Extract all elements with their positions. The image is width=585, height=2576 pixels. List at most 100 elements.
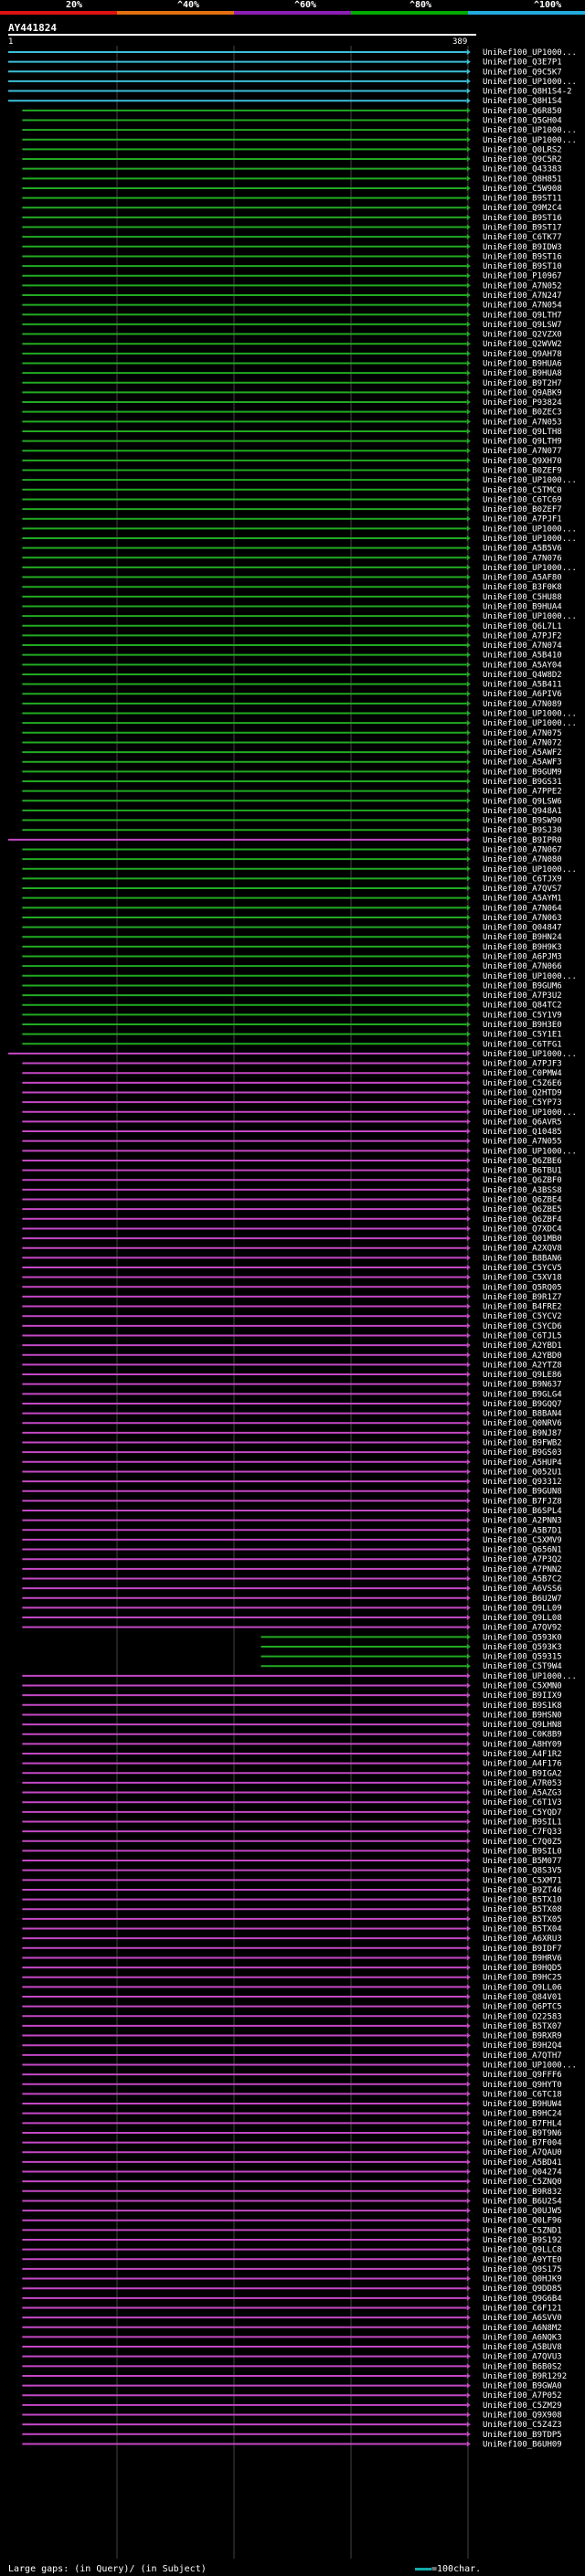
hit-label[interactable]: UniRef100_B9HSN0 bbox=[483, 1711, 562, 1720]
hit-label[interactable]: UniRef100_B9ST11 bbox=[483, 195, 562, 204]
hit-label[interactable]: UniRef100_B9IDF7 bbox=[483, 1945, 562, 1954]
hit-label[interactable]: UniRef100_B9HUA6 bbox=[483, 359, 562, 368]
hit-label[interactable]: UniRef100_UP1000... bbox=[483, 2061, 577, 2070]
hit-label[interactable]: UniRef100_A6VSS6 bbox=[483, 1585, 562, 1594]
hit-label[interactable]: UniRef100_UP1000... bbox=[483, 535, 577, 544]
hit-label[interactable]: UniRef100_B9H3E0 bbox=[483, 1021, 562, 1030]
hit-label[interactable]: UniRef100_A6NQK3 bbox=[483, 2333, 562, 2342]
hit-label[interactable]: UniRef100_Q0LRS2 bbox=[483, 145, 562, 154]
hit-label[interactable]: UniRef100_A7N055 bbox=[483, 1138, 562, 1147]
hit-label[interactable]: UniRef100_Q9AH78 bbox=[483, 350, 562, 359]
hit-label[interactable]: UniRef100_UP1000... bbox=[483, 48, 577, 58]
hit-label[interactable]: UniRef100_Q6ZBF0 bbox=[483, 1176, 562, 1185]
hit-label[interactable]: UniRef100_B8BAN4 bbox=[483, 1410, 562, 1419]
hit-label[interactable]: UniRef100_C5Z6E6 bbox=[483, 1079, 562, 1088]
hit-label[interactable]: UniRef100_A7R053 bbox=[483, 1779, 562, 1788]
hit-label[interactable]: UniRef100_A5B411 bbox=[483, 681, 562, 690]
hit-label[interactable]: UniRef100_A7P3Q2 bbox=[483, 1555, 562, 1564]
hit-label[interactable]: UniRef100_Q9LSW7 bbox=[483, 321, 562, 330]
hit-label[interactable]: UniRef100_A2YBD1 bbox=[483, 1341, 562, 1351]
hit-label[interactable]: UniRef100_UP1000... bbox=[483, 525, 577, 534]
hit-label[interactable]: UniRef100_C6TK77 bbox=[483, 233, 562, 242]
hit-label[interactable]: UniRef100_A5B7D1 bbox=[483, 1526, 562, 1535]
hit-label[interactable]: UniRef100_Q9LE86 bbox=[483, 1371, 562, 1380]
hit-label[interactable]: UniRef100_B9HC24 bbox=[483, 2110, 562, 2119]
hit-label[interactable]: UniRef100_A7QTH7 bbox=[483, 2051, 562, 2061]
hit-label[interactable]: UniRef100_C5ZM29 bbox=[483, 2401, 562, 2411]
hit-label[interactable]: UniRef100_Q59315 bbox=[483, 1653, 562, 1662]
hit-label[interactable]: UniRef100_B9ST16 bbox=[483, 214, 562, 223]
hit-label[interactable]: UniRef100_Q2VZX0 bbox=[483, 331, 562, 340]
hit-label[interactable]: UniRef100_Q9LL06 bbox=[483, 1983, 562, 1992]
hit-label[interactable]: UniRef100_Q9LTH9 bbox=[483, 438, 562, 447]
hit-label[interactable]: UniRef100_Q0LF96 bbox=[483, 2217, 562, 2226]
hit-label[interactable]: UniRef100_Q93312 bbox=[483, 1478, 562, 1487]
hit-label[interactable]: UniRef100_B9HUA4 bbox=[483, 602, 562, 611]
hit-label[interactable]: UniRef100_B9R1Z7 bbox=[483, 1293, 562, 1302]
hit-label[interactable]: UniRef100_C5Z4Z3 bbox=[483, 2421, 562, 2430]
hit-label[interactable]: UniRef100_C5XMV9 bbox=[483, 1536, 562, 1545]
hit-label[interactable]: UniRef100_Q593K0 bbox=[483, 1633, 562, 1642]
hit-label[interactable]: UniRef100_B9IGA2 bbox=[483, 1769, 562, 1778]
hit-label[interactable]: UniRef100_A7N064 bbox=[483, 904, 562, 913]
hit-label[interactable]: UniRef100_P93824 bbox=[483, 398, 562, 408]
hit-label[interactable]: UniRef100_B5M077 bbox=[483, 1857, 562, 1866]
hit-label[interactable]: UniRef100_Q7XDC4 bbox=[483, 1224, 562, 1234]
hit-label[interactable]: UniRef100_C6T1V3 bbox=[483, 1798, 562, 1807]
hit-label[interactable]: UniRef100_A7PNN2 bbox=[483, 1565, 562, 1574]
hit-label[interactable]: UniRef100_C5Y1V9 bbox=[483, 1011, 562, 1020]
hit-label[interactable]: UniRef100_Q593K3 bbox=[483, 1643, 562, 1652]
hit-label[interactable]: UniRef100_B5TX10 bbox=[483, 1896, 562, 1905]
hit-label[interactable]: UniRef100_B9HRV6 bbox=[483, 1954, 562, 1963]
hit-label[interactable]: UniRef100_B9HQD5 bbox=[483, 1964, 562, 1973]
hit-label[interactable]: UniRef100_Q9XH70 bbox=[483, 457, 562, 466]
hit-label[interactable]: UniRef100_A7N076 bbox=[483, 554, 562, 563]
hit-label[interactable]: UniRef100_B9RXR9 bbox=[483, 2032, 562, 2041]
hit-label[interactable]: UniRef100_A6PIV6 bbox=[483, 690, 562, 699]
hit-label[interactable]: UniRef100_A6SVV0 bbox=[483, 2314, 562, 2323]
hit-label[interactable]: UniRef100_C5XV18 bbox=[483, 1274, 562, 1283]
hit-label[interactable]: UniRef100_B5TX04 bbox=[483, 1925, 562, 1935]
hit-label[interactable]: UniRef100_A5AWF2 bbox=[483, 748, 562, 758]
hit-label[interactable]: UniRef100_Q9LHN8 bbox=[483, 1721, 562, 1730]
hit-label[interactable]: UniRef100_UP1000... bbox=[483, 1672, 577, 1681]
hit-label[interactable]: UniRef100_C5YCV2 bbox=[483, 1312, 562, 1321]
hit-label[interactable]: UniRef100_B4FRE2 bbox=[483, 1303, 562, 1312]
hit-label[interactable]: UniRef100_C7FQ33 bbox=[483, 1828, 562, 1837]
hit-label[interactable]: UniRef100_B9NJ87 bbox=[483, 1429, 562, 1438]
hit-label[interactable]: UniRef100_B9GUN8 bbox=[483, 1488, 562, 1497]
hit-label[interactable]: UniRef100_C6F121 bbox=[483, 2304, 562, 2313]
hit-label[interactable]: UniRef100_C6TC18 bbox=[483, 2090, 562, 2099]
hit-label[interactable]: UniRef100_B0ZEF9 bbox=[483, 467, 562, 476]
hit-label[interactable]: UniRef100_Q3E7P1 bbox=[483, 58, 562, 68]
hit-label[interactable]: UniRef100_Q9M2C4 bbox=[483, 204, 562, 213]
hit-label[interactable]: UniRef100_B9IPR0 bbox=[483, 836, 562, 845]
hit-label[interactable]: UniRef100_Q04847 bbox=[483, 924, 562, 933]
hit-label[interactable]: UniRef100_B9HN24 bbox=[483, 933, 562, 942]
hit-label[interactable]: UniRef100_B9H2Q4 bbox=[483, 2041, 562, 2051]
hit-label[interactable]: UniRef100_P10967 bbox=[483, 272, 562, 281]
hit-label[interactable]: UniRef100_B9GLG4 bbox=[483, 1390, 562, 1399]
hit-label[interactable]: UniRef100_C6TJX9 bbox=[483, 875, 562, 884]
hit-label[interactable]: UniRef100_A5AWF3 bbox=[483, 758, 562, 768]
hit-label[interactable]: UniRef100_B6TBU1 bbox=[483, 1167, 562, 1176]
hit-label[interactable]: UniRef100_Q948A1 bbox=[483, 807, 562, 816]
hit-label[interactable]: UniRef100_A7N053 bbox=[483, 418, 562, 427]
hit-label[interactable]: UniRef100_UP1000... bbox=[483, 1050, 577, 1059]
hit-label[interactable]: UniRef100_UP1000... bbox=[483, 476, 577, 485]
hit-label[interactable]: UniRef100_B8BAN6 bbox=[483, 1254, 562, 1263]
hit-label[interactable]: UniRef100_C6TFG1 bbox=[483, 1040, 562, 1049]
hit-label[interactable]: UniRef100_A5HUP4 bbox=[483, 1458, 562, 1468]
hit-label[interactable]: UniRef100_Q43383 bbox=[483, 165, 562, 175]
hit-label[interactable]: UniRef100_A2PNN3 bbox=[483, 1517, 562, 1526]
hit-label[interactable]: UniRef100_A5B7C2 bbox=[483, 1574, 562, 1584]
hit-label[interactable]: UniRef100_A7N072 bbox=[483, 738, 562, 747]
hit-label[interactable]: UniRef100_Q9HYT0 bbox=[483, 2081, 562, 2090]
hit-label[interactable]: UniRef100_Q9LL08 bbox=[483, 1614, 562, 1623]
hit-label[interactable]: UniRef100_UP1000... bbox=[483, 865, 577, 875]
hit-label[interactable]: UniRef100_UP1000... bbox=[483, 972, 577, 981]
hit-label[interactable]: UniRef100_A4F1R2 bbox=[483, 1750, 562, 1759]
hit-label[interactable]: UniRef100_C5ZND1 bbox=[483, 2226, 562, 2235]
hit-label[interactable]: UniRef100_Q8H1S4-2 bbox=[483, 88, 572, 97]
hit-label[interactable]: UniRef100_B9GUM9 bbox=[483, 768, 562, 777]
